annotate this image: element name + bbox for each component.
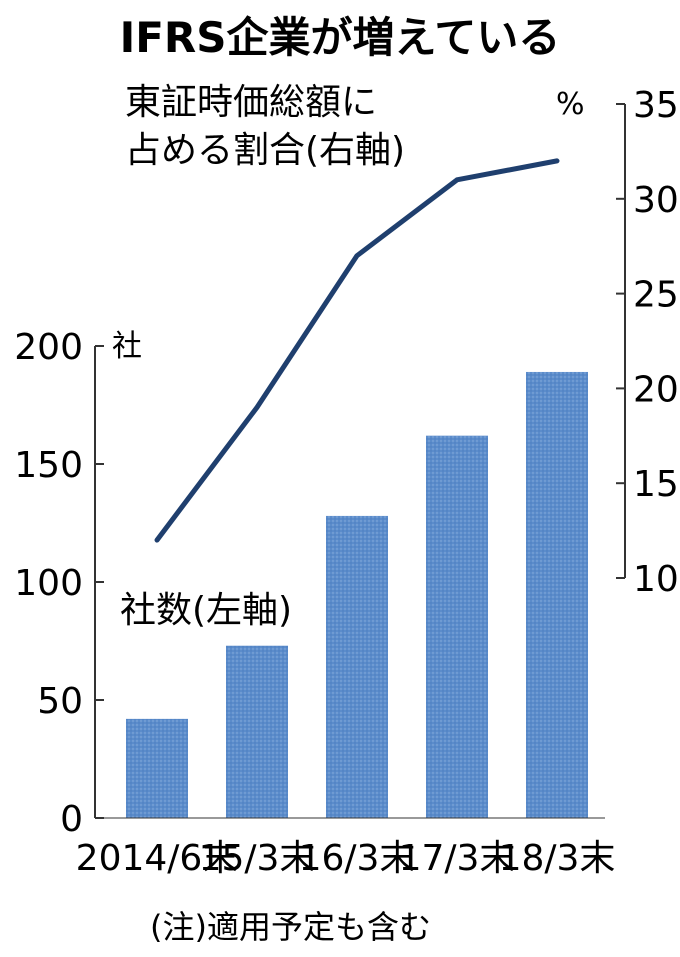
left-axis-tick-label: 50	[37, 681, 83, 722]
line-series-label-line-2: 占める割合(右軸)	[125, 130, 405, 171]
line-path	[154, 158, 560, 543]
x-tick-label-0: 2014/6末	[76, 838, 239, 879]
right-axis-tick-label: 35	[633, 85, 679, 126]
bar-3	[426, 435, 488, 818]
x-tick-label-4: 18/3末	[499, 838, 616, 879]
left-axis-unit: 社	[112, 329, 142, 364]
right-axis-tick-label: 10	[633, 559, 679, 600]
left-axis: 0 50 100 150 200	[14, 327, 104, 840]
chart-note: (注)適用予定も含む	[150, 908, 431, 946]
right-axis-tick-label: 25	[633, 275, 679, 316]
chart-title: IFRS企業が増えている	[120, 13, 561, 62]
bar-2	[326, 515, 388, 818]
right-axis-unit: %	[556, 87, 585, 122]
bar-1	[226, 645, 288, 818]
left-axis-tick-label: 0	[60, 799, 83, 840]
bar-4	[526, 371, 588, 818]
left-axis-tick-label: 200	[14, 327, 83, 368]
right-axis-tick-label: 30	[633, 180, 679, 221]
bar-0	[126, 718, 188, 818]
right-axis-tick-label: 20	[633, 369, 679, 410]
right-axis: 10 15 20 25 30 35	[616, 85, 679, 600]
left-axis-tick-label: 150	[14, 445, 83, 486]
x-tick-label-2: 16/3末	[299, 838, 416, 879]
x-tick-label-1: 15/3末	[199, 838, 316, 879]
bar-series-label: 社数(左軸)	[120, 590, 292, 631]
right-axis-tick-label: 15	[633, 464, 679, 505]
bar-series	[95, 371, 605, 819]
line-series-label-line-1: 東証時価総額に	[125, 82, 377, 123]
left-axis-tick-label: 100	[14, 563, 83, 604]
x-tick-label-3: 17/3末	[399, 838, 516, 879]
line-series	[154, 158, 560, 543]
